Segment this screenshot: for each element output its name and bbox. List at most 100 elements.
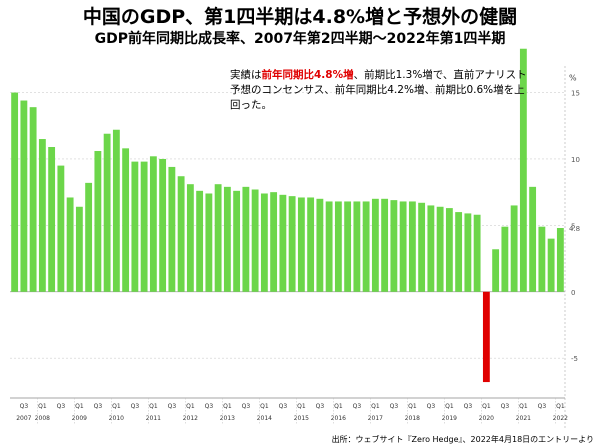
bar — [510, 205, 518, 292]
quarter-tick-label: Q1 — [297, 403, 306, 410]
quarter-tick-label: Q3 — [94, 403, 103, 410]
bar — [473, 214, 481, 292]
bar — [501, 226, 509, 292]
quarter-tick-label: Q3 — [279, 403, 288, 410]
bar — [464, 213, 472, 292]
quarter-tick-label: Q3 — [538, 403, 547, 410]
bar — [168, 166, 176, 292]
quarter-tick-label: Q1 — [260, 403, 269, 410]
quarter-tick-label: Q3 — [353, 403, 362, 410]
bar — [159, 158, 167, 292]
bar — [38, 139, 46, 292]
bar — [381, 198, 389, 292]
source-note: 出所：ウェブサイト『Zero Hedge』、2022年4月18日のエントリーより — [331, 435, 594, 444]
bar — [362, 201, 370, 292]
bars — [11, 48, 564, 383]
y-unit-label: % — [569, 74, 577, 83]
bar — [29, 107, 37, 292]
year-tick-label: 2008 — [35, 415, 50, 422]
bar — [399, 201, 407, 292]
annotation: 実績は前年同期比4.8%増、前期比1.3%増で、直前アナリスト予想のコンセンサス… — [230, 68, 530, 113]
quarter-tick-label: Q1 — [38, 403, 47, 410]
bar — [418, 202, 426, 292]
bar — [529, 186, 537, 292]
quarter-tick-label: Q1 — [334, 403, 343, 410]
bar — [334, 201, 342, 292]
bar — [196, 190, 204, 292]
bar — [270, 192, 278, 292]
bar — [48, 147, 56, 292]
quarter-tick-label: Q3 — [168, 403, 177, 410]
year-tick-label: 2009 — [72, 415, 87, 422]
bar — [427, 205, 435, 292]
bar — [547, 238, 555, 292]
quarter-tick-label: Q3 — [427, 403, 436, 410]
bar — [57, 165, 65, 292]
quarter-tick-label: Q1 — [371, 403, 380, 410]
year-tick-label: 2015 — [294, 415, 309, 422]
quarter-tick-label: Q1 — [482, 403, 491, 410]
annotation-highlight: 前年同期比4.8%増 — [261, 69, 354, 81]
bar — [20, 100, 28, 292]
quarter-tick-label: Q3 — [316, 403, 325, 410]
bar — [85, 182, 93, 292]
axis: -5 0 5 10 15% 4.8 Q3 Q1 Q3 Q1 Q3 Q1 Q3 Q1 Q3 Q1 Q3 Q1 Q3 Q1… — [10, 66, 580, 428]
quarter-tick-label: Q3 — [390, 403, 399, 410]
annotation-post: 、前期比1.3%増で、直前アナリスト予想のコンセンサス、前年同期比4.2%増、前… — [230, 69, 527, 111]
bar — [131, 161, 139, 292]
bar — [103, 133, 111, 292]
quarter-tick-label: Q3 — [57, 403, 66, 410]
year-tick-label: 2019 — [442, 415, 457, 422]
quarter-tick-label: Q1 — [112, 403, 121, 410]
quarter-tick-label: Q1 — [519, 403, 528, 410]
year-tick-label: 2017 — [368, 415, 383, 422]
year-tick-label: 2007 — [16, 415, 31, 422]
year-tick-label: 2011 — [146, 415, 161, 422]
bar — [177, 176, 185, 292]
y-tick-label: 5 — [571, 222, 575, 230]
bar — [233, 190, 241, 292]
last-value-label: 4.8 — [569, 225, 580, 233]
quarter-tick-label: Q1 — [556, 403, 565, 410]
bar — [316, 198, 324, 292]
year-tick-label: 2016 — [331, 415, 346, 422]
year-tick-label: 2013 — [220, 415, 235, 422]
bar — [260, 193, 268, 292]
bar — [556, 228, 564, 292]
y-tick-label: 10 — [571, 156, 580, 164]
quarter-tick-label: Q3 — [501, 403, 510, 410]
y-tick-label: 15 — [571, 90, 580, 98]
bar — [325, 201, 333, 292]
bar — [482, 291, 490, 383]
bar — [112, 129, 120, 292]
bar — [223, 186, 231, 292]
chart-title: 中国のGDP、第1四半期は4.8%増と予想外の健闘 — [82, 6, 518, 28]
bar — [149, 156, 157, 292]
year-tick-label: 2014 — [257, 415, 272, 422]
bar — [344, 201, 352, 292]
year-tick-label: 2010 — [109, 415, 124, 422]
bar — [353, 201, 361, 292]
bar — [242, 186, 250, 292]
annotation-pre: 実績は — [230, 69, 262, 81]
bar — [94, 150, 102, 292]
bar — [445, 208, 453, 292]
bar — [122, 148, 130, 292]
quarter-tick-label: Q1 — [149, 403, 158, 410]
bar — [390, 200, 398, 292]
bar — [492, 249, 500, 292]
quarter-tick-label: Q3 — [242, 403, 251, 410]
chart-subtitle: GDP前年同期比成長率、2007年第2四半期～2022年第1四半期 — [94, 31, 506, 47]
year-tick-label: 2021 — [516, 415, 531, 422]
quarter-tick-label: Q3 — [131, 403, 140, 410]
gridlines — [10, 92, 565, 359]
quarter-tick-label: Q1 — [186, 403, 195, 410]
bar — [455, 212, 463, 292]
bar — [214, 184, 222, 292]
quarter-tick-label: Q1 — [75, 403, 84, 410]
y-tick-label: 0 — [571, 289, 575, 297]
bar — [371, 198, 379, 292]
bar — [436, 206, 444, 292]
year-tick-label: 2012 — [183, 415, 198, 422]
